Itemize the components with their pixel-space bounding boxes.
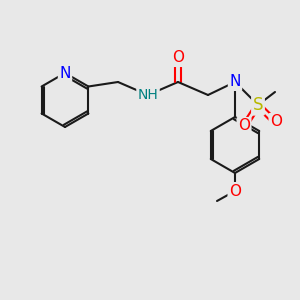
Text: O: O <box>238 118 250 134</box>
Text: O: O <box>229 184 241 199</box>
Text: NH: NH <box>138 88 158 102</box>
Text: O: O <box>172 50 184 65</box>
Text: S: S <box>253 96 263 114</box>
Text: N: N <box>229 74 241 89</box>
Text: O: O <box>270 115 282 130</box>
Text: N: N <box>59 65 71 80</box>
